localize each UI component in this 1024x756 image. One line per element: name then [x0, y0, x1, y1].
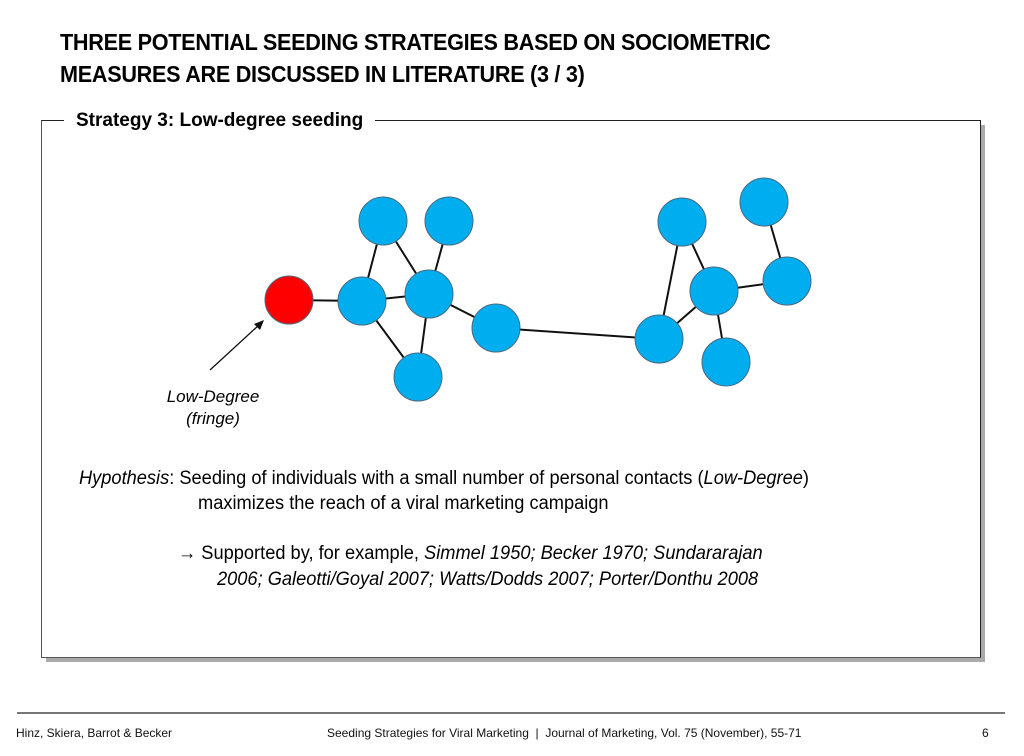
page-title: THREE POTENTIAL SEEDING STRATEGIES BASED…	[60, 26, 906, 90]
arrow-icon	[209, 320, 264, 371]
panel-legend: Strategy 3: Low-degree seeding	[64, 109, 376, 133]
footer-citation: Seeding Strategies for Viral Marketing |…	[327, 726, 802, 740]
support-intro: Supported by, for example,	[196, 543, 425, 564]
network-node	[762, 256, 812, 306]
hypothesis-term: Low-Degree	[703, 468, 803, 489]
title-line-1: THREE POTENTIAL SEEDING STRATEGIES BASED…	[60, 29, 771, 55]
network-node	[701, 337, 751, 387]
seed-node	[264, 275, 314, 325]
hypothesis-label: Hypothesis	[79, 468, 170, 489]
footer-authors: Hinz, Skiera, Barrot & Becker	[16, 726, 173, 740]
network-node	[404, 269, 454, 319]
network-node	[634, 314, 684, 364]
network-node	[337, 276, 387, 326]
page-number: 6	[982, 726, 989, 740]
network-node	[739, 177, 789, 227]
support-refs-1: Simmel 1950; Becker 1970; Sundararajan	[424, 543, 763, 564]
strategy-panel	[41, 120, 981, 658]
network-node	[689, 266, 739, 316]
low-degree-label-line-2: (fringe)	[186, 409, 240, 428]
footer-divider	[17, 712, 1005, 714]
title-line-2: MEASURES ARE DISCUSSED IN LITERATURE (3 …	[60, 61, 585, 87]
network-nodes	[264, 177, 812, 402]
hypothesis-close: )	[802, 468, 809, 489]
low-degree-label: Low-Degree (fringe)	[148, 386, 278, 430]
network-node	[424, 196, 474, 246]
right-arrow-icon: →	[178, 543, 197, 564]
hypothesis-text: : Seeding of individuals with a small nu…	[169, 468, 704, 489]
network-edge	[495, 327, 660, 340]
network-node	[657, 197, 707, 247]
network-node	[393, 352, 443, 402]
low-degree-label-line-1: Low-Degree	[166, 387, 260, 406]
support-line-2: 2006; Galeotti/Goyal 2007; Watts/Dodds 2…	[217, 569, 759, 590]
hypothesis-line-1: Hypothesis: Seeding of individuals with …	[79, 466, 809, 492]
network-node	[358, 196, 408, 246]
hypothesis-line-2: maximizes the reach of a viral marketing…	[198, 493, 609, 514]
support-line-1: → Supported by, for example, Simmel 1950…	[178, 541, 763, 567]
network-node	[471, 303, 521, 353]
